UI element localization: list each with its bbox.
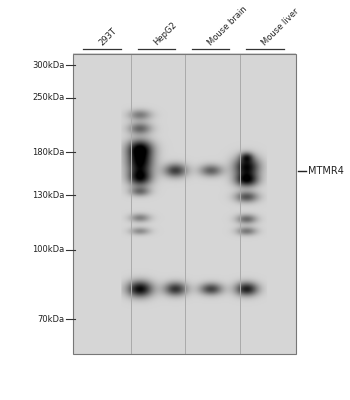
Text: MTMR4: MTMR4 <box>308 166 343 176</box>
Text: Mouse brain: Mouse brain <box>206 4 249 47</box>
Text: 100kDa: 100kDa <box>32 245 65 254</box>
Text: 250kDa: 250kDa <box>32 93 65 102</box>
Text: 70kDa: 70kDa <box>37 315 65 324</box>
Text: 180kDa: 180kDa <box>32 148 65 157</box>
Text: 300kDa: 300kDa <box>32 60 65 70</box>
Text: HepG2: HepG2 <box>152 20 178 47</box>
Bar <box>73 54 296 354</box>
Text: 130kDa: 130kDa <box>32 191 65 200</box>
Text: 293T: 293T <box>97 26 118 47</box>
Text: Mouse liver: Mouse liver <box>260 6 301 47</box>
